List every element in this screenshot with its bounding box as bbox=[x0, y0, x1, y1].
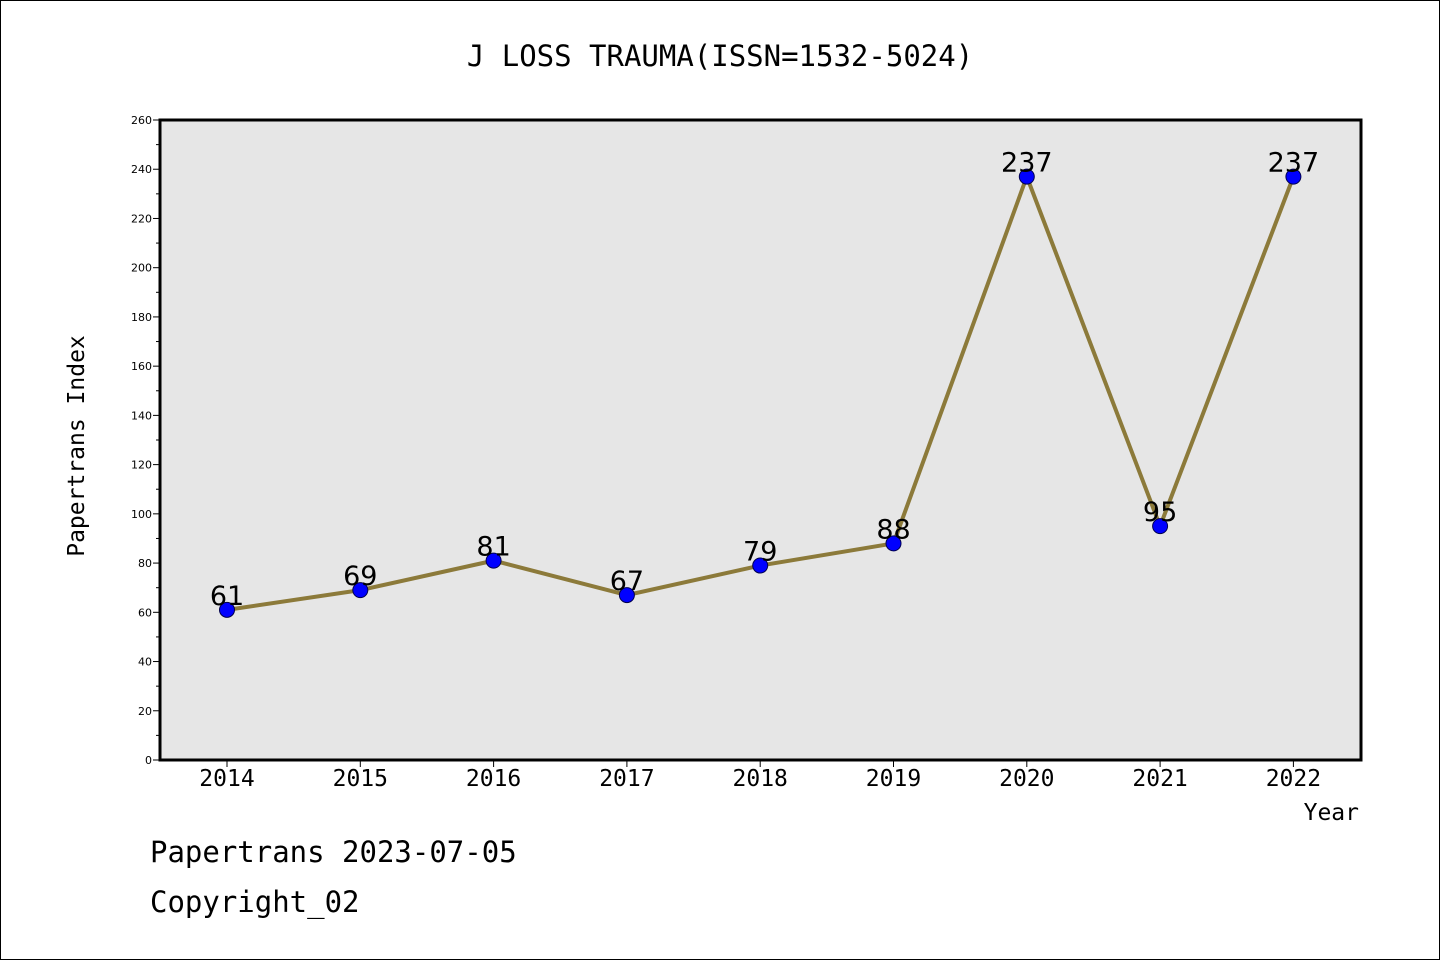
data-point bbox=[1018, 168, 1035, 185]
data-label: 237 bbox=[1268, 148, 1320, 179]
plot-area bbox=[160, 120, 1361, 760]
series-group: 61 69 81 67 79 88 237 95 237 bbox=[210, 148, 1319, 618]
data-point bbox=[352, 582, 369, 599]
data-point bbox=[1285, 168, 1302, 185]
y-tick-label: 40 bbox=[138, 656, 152, 669]
data-label: 69 bbox=[343, 561, 377, 592]
data-label: 81 bbox=[476, 532, 510, 563]
plot-border bbox=[158, 118, 1363, 762]
data-point bbox=[1152, 518, 1169, 535]
y-tick-label: 180 bbox=[131, 311, 152, 324]
data-point bbox=[885, 535, 902, 552]
footer-date: Papertrans 2023-07-05 bbox=[150, 835, 517, 869]
y-tick-label: 200 bbox=[131, 262, 152, 275]
y-tick-label: 80 bbox=[138, 557, 152, 570]
y-axis-label: Papertrans Index bbox=[64, 335, 90, 557]
x-tick-label: 2021 bbox=[1132, 766, 1187, 792]
data-label: 88 bbox=[876, 514, 910, 545]
data-label: 95 bbox=[1143, 497, 1177, 528]
y-tick-label: 120 bbox=[131, 459, 152, 472]
x-tick-label: 2018 bbox=[733, 766, 788, 792]
y-tick-label: 240 bbox=[131, 163, 152, 176]
y-tick-label: 260 bbox=[131, 114, 152, 127]
y-tick-label: 220 bbox=[131, 212, 152, 225]
y-tick-label: 20 bbox=[138, 705, 152, 718]
data-label: 79 bbox=[743, 537, 777, 568]
data-label: 237 bbox=[1001, 148, 1053, 179]
x-tick-label: 2022 bbox=[1266, 766, 1321, 792]
x-tick-label: 2017 bbox=[599, 766, 654, 792]
x-tick-label: 2014 bbox=[199, 766, 254, 792]
y-tick-label: 160 bbox=[131, 360, 152, 373]
x-tick-label: 2015 bbox=[333, 766, 388, 792]
y-tick-label: 60 bbox=[138, 606, 152, 619]
y-tick-label: 0 bbox=[145, 754, 152, 767]
data-label: 67 bbox=[610, 566, 644, 597]
x-axis-label: Year bbox=[1304, 800, 1359, 826]
y-tick-label: 100 bbox=[131, 508, 152, 521]
data-label: 61 bbox=[210, 581, 244, 612]
chart-title: J LOSS TRAUMA(ISSN=1532-5024) bbox=[467, 39, 973, 73]
footer-copyright: Copyright_02 bbox=[150, 885, 360, 919]
y-axis: 0 20 40 60 80 100 120 140 160 180 200 220 240 260 bbox=[131, 114, 160, 767]
y-tick-label: 140 bbox=[131, 409, 152, 422]
x-tick-label: 2019 bbox=[866, 766, 921, 792]
data-point bbox=[485, 552, 502, 569]
x-tick-label: 2020 bbox=[999, 766, 1054, 792]
data-point bbox=[752, 557, 769, 574]
data-point bbox=[219, 601, 235, 618]
x-axis: 2014 2015 2016 2017 2018 2019 2020 2021 2022 bbox=[199, 760, 1321, 792]
data-point bbox=[618, 587, 635, 604]
x-tick-label: 2016 bbox=[466, 766, 521, 792]
